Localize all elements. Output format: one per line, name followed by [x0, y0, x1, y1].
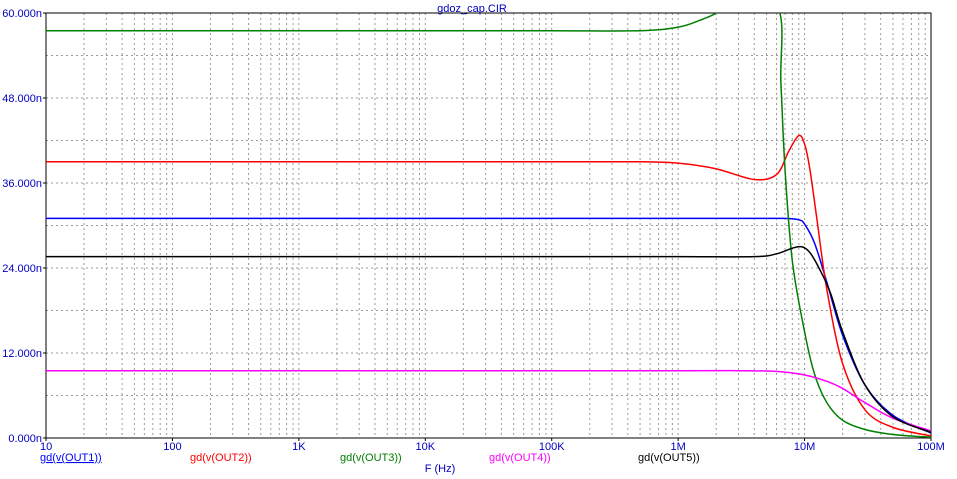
legend-entry-4: gd(v(OUT4)) — [489, 452, 551, 464]
plot-frame — [45, 12, 932, 439]
y-tick-label: 24.000n — [2, 263, 42, 275]
axes — [43, 12, 932, 441]
y-tick-label: 60.000n — [2, 8, 42, 20]
x-tick-label: 100K — [539, 441, 565, 453]
legend-entry-5: gd(v(OUT5)) — [638, 452, 700, 464]
x-tick-label: 10M — [794, 441, 815, 453]
y-tick-label: 12.000n — [2, 348, 42, 360]
x-tick-label: 1K — [292, 441, 306, 453]
x-tick-label: 10K — [415, 441, 435, 453]
x-tick-label: 100 — [163, 441, 181, 453]
legend-entry-2: gd(v(OUT2)) — [190, 452, 252, 464]
series-line-3 — [46, 13, 931, 438]
y-tick-label: 0.000n — [8, 433, 42, 445]
legend: gd(v(OUT1)) gd(v(OUT2)) gd(v(OUT3)) gd(v(OU… — [40, 452, 700, 464]
x-tick-label: 1M — [671, 441, 686, 453]
y-tick-label: 48.000n — [2, 93, 42, 105]
x-tick-label: 100M — [917, 441, 945, 453]
x-tick-label: 10 — [40, 441, 52, 453]
legend-entry-3: gd(v(OUT3)) — [340, 452, 402, 464]
y-tick-label: 36.000n — [2, 178, 42, 190]
series-line-2 — [46, 134, 931, 437]
grid — [45, 12, 931, 439]
tick-labels: 10 100 1K 10K 100K 1M 10M 100M 0.000n 12.000n 24.0… — [2, 8, 945, 453]
series-line-1 — [46, 217, 931, 434]
series-layer — [46, 13, 931, 438]
series-line-5 — [46, 245, 931, 434]
legend-entry-1: gd(v(OUT1)) — [40, 452, 102, 464]
x-axis-label: F (Hz) — [425, 463, 456, 475]
chart-title: gdoz_cap.CIR — [437, 3, 507, 15]
series-line-4 — [46, 369, 931, 432]
